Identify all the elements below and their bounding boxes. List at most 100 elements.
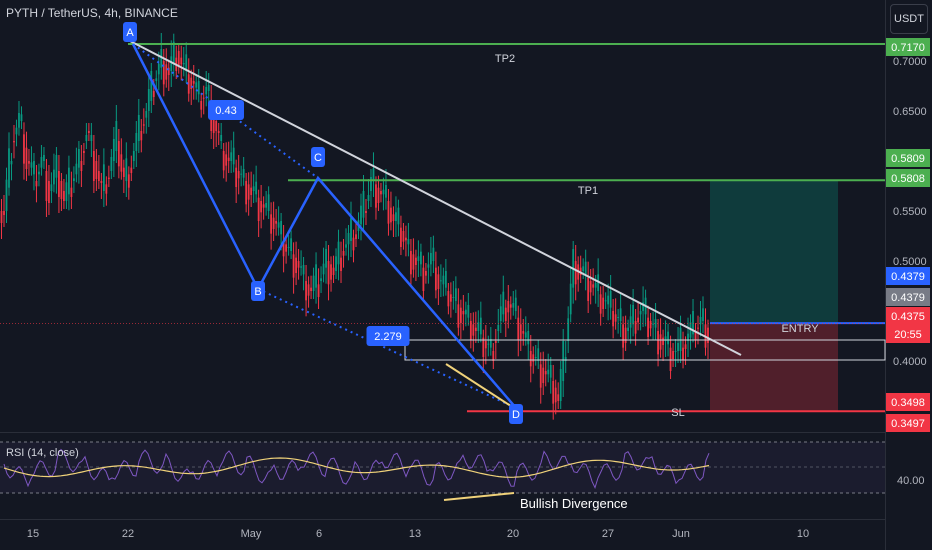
candle-body bbox=[447, 291, 450, 307]
candle-body bbox=[392, 214, 395, 221]
point-d-label-bg bbox=[509, 404, 523, 424]
candle-body bbox=[584, 261, 587, 275]
candle-body bbox=[362, 191, 365, 218]
candle-body bbox=[569, 283, 572, 315]
price-badge: 0.3498 bbox=[891, 397, 925, 409]
candle-body bbox=[190, 77, 193, 89]
candle-body bbox=[107, 177, 110, 179]
candle-body bbox=[415, 257, 417, 265]
candle-body bbox=[529, 351, 532, 367]
bullish-divergence-label: Bullish Divergence bbox=[520, 496, 628, 511]
harmonic-bd-ratio-line bbox=[257, 288, 517, 409]
candle-body bbox=[639, 311, 642, 315]
candle-body bbox=[542, 367, 545, 383]
candle-body bbox=[252, 186, 255, 191]
candle-body bbox=[92, 151, 95, 181]
price-badge: 0.3497 bbox=[891, 418, 925, 430]
candle-body bbox=[370, 177, 372, 191]
candle-body bbox=[702, 308, 704, 321]
candle-body bbox=[240, 173, 243, 175]
candle-body bbox=[127, 174, 130, 188]
candle-body bbox=[395, 212, 397, 221]
price-badge: 0.4379 bbox=[891, 271, 925, 283]
candle-body bbox=[467, 305, 470, 318]
candle-body bbox=[292, 254, 295, 278]
candle-body bbox=[202, 97, 205, 99]
candle-body bbox=[649, 321, 652, 329]
price-badge-bg bbox=[886, 169, 930, 187]
candle-body bbox=[230, 152, 233, 161]
candle-body bbox=[285, 244, 287, 252]
candle-body bbox=[469, 321, 472, 341]
candle-body bbox=[130, 167, 133, 173]
candle-body bbox=[82, 151, 85, 153]
candle-body bbox=[68, 167, 70, 195]
candle-body bbox=[684, 344, 687, 349]
candle-body bbox=[687, 333, 689, 341]
harmonic-pattern-legs bbox=[131, 43, 517, 409]
candle-body bbox=[347, 233, 350, 245]
candle-body bbox=[25, 147, 28, 169]
candle-body bbox=[482, 337, 485, 357]
candle-body bbox=[425, 271, 427, 276]
ratio-ac-label-bg bbox=[208, 100, 244, 120]
candle-body bbox=[345, 244, 347, 248]
candle-body bbox=[397, 207, 400, 225]
candle-body bbox=[257, 197, 260, 221]
price-badge-bg bbox=[886, 393, 930, 411]
candle-body bbox=[200, 101, 203, 110]
candle-body bbox=[187, 74, 190, 94]
candle-body bbox=[165, 64, 168, 80]
candle-body bbox=[85, 135, 88, 141]
time-tick-label: 6 bbox=[316, 528, 322, 540]
candle-body bbox=[574, 261, 577, 285]
candle-body bbox=[295, 257, 297, 273]
candle-body bbox=[195, 82, 198, 88]
point-c-label-bg bbox=[311, 147, 325, 167]
candle-body bbox=[420, 251, 422, 265]
candle-body bbox=[160, 49, 163, 68]
time-axis-divider bbox=[0, 519, 885, 520]
candle-body bbox=[474, 327, 477, 331]
candle-body bbox=[380, 191, 382, 195]
candle-body bbox=[352, 237, 355, 251]
candle-body bbox=[43, 155, 45, 161]
point-a-label: A bbox=[126, 27, 134, 39]
candle-body bbox=[494, 341, 497, 343]
candle-body bbox=[509, 304, 512, 308]
ratio-bd-label-bg bbox=[366, 326, 410, 346]
candle-body bbox=[437, 274, 440, 289]
price-badge-bg bbox=[886, 38, 930, 56]
candle-body bbox=[13, 141, 15, 143]
candle-body bbox=[604, 300, 607, 302]
candle-body bbox=[522, 331, 525, 334]
candle-body bbox=[325, 249, 327, 268]
candle-body bbox=[167, 67, 170, 75]
rsi-axis-label: 40.00 bbox=[897, 475, 925, 487]
candle-body bbox=[73, 178, 75, 181]
candle-body bbox=[622, 324, 625, 348]
candle-body bbox=[132, 151, 135, 161]
candle-body bbox=[617, 317, 620, 318]
candle-body bbox=[410, 251, 412, 275]
candle-body bbox=[662, 337, 664, 345]
candle-body bbox=[217, 131, 220, 133]
point-c-label: C bbox=[314, 152, 322, 164]
currency-button[interactable]: USDT bbox=[890, 4, 928, 34]
candle-body bbox=[60, 181, 63, 199]
candle-body bbox=[517, 317, 520, 341]
take-profit-zone bbox=[710, 180, 838, 324]
candle-body bbox=[534, 357, 537, 358]
candle-body bbox=[464, 309, 467, 315]
candle-body bbox=[50, 184, 53, 191]
candle-body bbox=[90, 135, 93, 141]
candle-body bbox=[30, 162, 33, 168]
candle-body bbox=[267, 194, 270, 211]
candle-body bbox=[300, 266, 302, 268]
price-tick-label: 0.5500 bbox=[893, 206, 927, 218]
candle-body bbox=[275, 221, 278, 224]
price-tick-label: 0.5000 bbox=[893, 256, 927, 268]
candle-body bbox=[157, 63, 160, 75]
candle-body bbox=[5, 179, 8, 211]
